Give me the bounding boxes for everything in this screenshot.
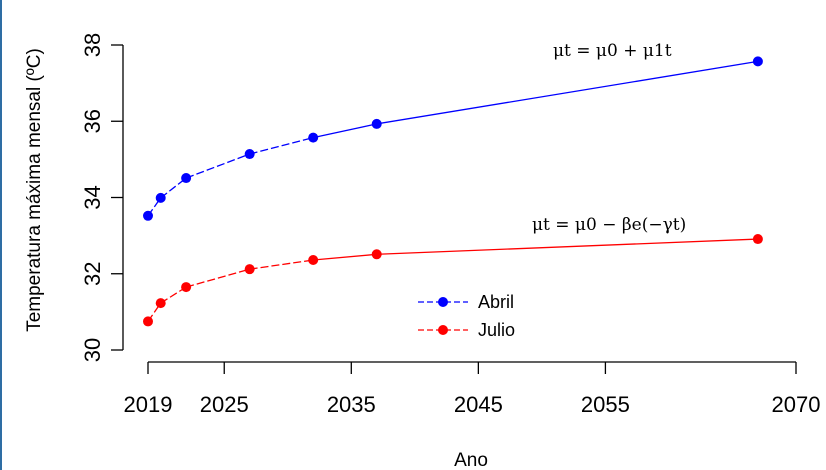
x-tick-label: 2045 <box>454 392 503 417</box>
x-tick-label: 2055 <box>581 392 630 417</box>
series-line-julio <box>376 238 758 255</box>
x-tick-label: 2019 <box>124 392 173 417</box>
data-point-julio <box>155 298 166 309</box>
y-axis-label: Temperatura máxima mensal (ºC) <box>24 48 45 332</box>
data-point-abril <box>181 173 192 184</box>
series-line-abril <box>160 177 187 199</box>
y-tick-label: 30 <box>80 338 105 362</box>
series-layer <box>143 56 763 327</box>
series-line-julio <box>160 286 187 304</box>
x-tick-label: 2025 <box>200 392 249 417</box>
data-point-abril <box>143 210 153 221</box>
series-line-abril <box>185 153 250 179</box>
equation-julio: μt = μ0 − βe(−γt) <box>532 215 686 235</box>
data-point-julio <box>371 249 382 260</box>
data-point-abril <box>308 132 319 143</box>
data-point-julio <box>181 282 192 293</box>
series-abril <box>143 56 763 221</box>
y-tick-label: 32 <box>80 262 105 286</box>
equation-abril: μt = μ0 + μ1t <box>553 41 672 61</box>
y-tick-label: 34 <box>80 185 105 209</box>
legend-label-abril: Abril <box>478 292 514 312</box>
series-line-julio <box>185 268 250 288</box>
series-line-abril <box>313 123 377 139</box>
x-tick-label: 2035 <box>327 392 376 417</box>
data-point-abril <box>155 192 166 203</box>
series-line-abril <box>376 60 758 125</box>
series-julio <box>143 234 763 327</box>
data-point-abril <box>371 118 382 129</box>
data-point-julio <box>752 234 763 245</box>
axes: 30 32 34 36 38 2019 2025 2035 2045 2055 2070 <box>80 33 820 417</box>
series-line-abril <box>249 137 314 155</box>
data-point-abril <box>752 56 763 67</box>
x-axis-label: Ano <box>454 450 488 470</box>
legend: Abril Julio <box>418 292 515 340</box>
x-tick-label: 2070 <box>772 392 821 417</box>
series-line-julio <box>249 259 314 270</box>
legend-marker-julio <box>438 325 448 335</box>
data-point-julio <box>308 255 319 266</box>
data-point-julio <box>143 316 153 327</box>
legend-label-julio: Julio <box>478 320 515 340</box>
data-point-julio <box>244 264 255 275</box>
y-tick-label: 38 <box>80 33 105 57</box>
series-line-julio <box>313 253 377 261</box>
y-tick-label: 36 <box>80 109 105 133</box>
data-point-abril <box>244 149 255 160</box>
legend-marker-abril <box>438 297 448 307</box>
